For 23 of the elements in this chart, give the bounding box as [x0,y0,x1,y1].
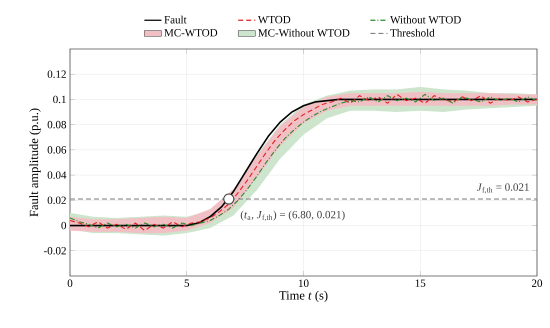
legend-label: Fault [164,16,187,24]
legend-label: MC-WTOD [164,29,218,36]
legend-label: MC-Without WTOD [258,28,350,37]
x-tick-label: 5 [184,280,190,287]
y-tick-label: -0.02 [44,247,66,254]
y-tick-label: 0.06 [48,146,66,154]
y-tick-label: 0 [61,222,66,230]
x-axis-title: Time t (s) [279,290,328,302]
y-tick-label: 0.08 [48,120,66,128]
legend-label: Without WTOD [390,16,461,24]
x-tick-label: 15 [416,280,426,287]
annotation: (t$_{a}$, J$_{f,th}$) = (6.80, 0.021) [240,210,345,222]
y-tick-label: 0.1 [53,96,66,104]
y-tick-label: 0.02 [48,196,66,204]
x-tick-label: 20 [532,280,542,287]
x-tick-label: 10 [298,280,309,287]
legend-label: WTOD [258,16,290,24]
legend-label: Threshold [390,28,435,37]
y-axis-title: Fault amplitude (p.u.) [29,108,41,217]
x-tick-label: 0 [68,280,72,287]
y-tick-label: 0.12 [48,70,66,78]
annotation: J$_{f,th}$ = 0.021 [476,183,529,194]
y-tick-label: 0.04 [48,171,66,179]
